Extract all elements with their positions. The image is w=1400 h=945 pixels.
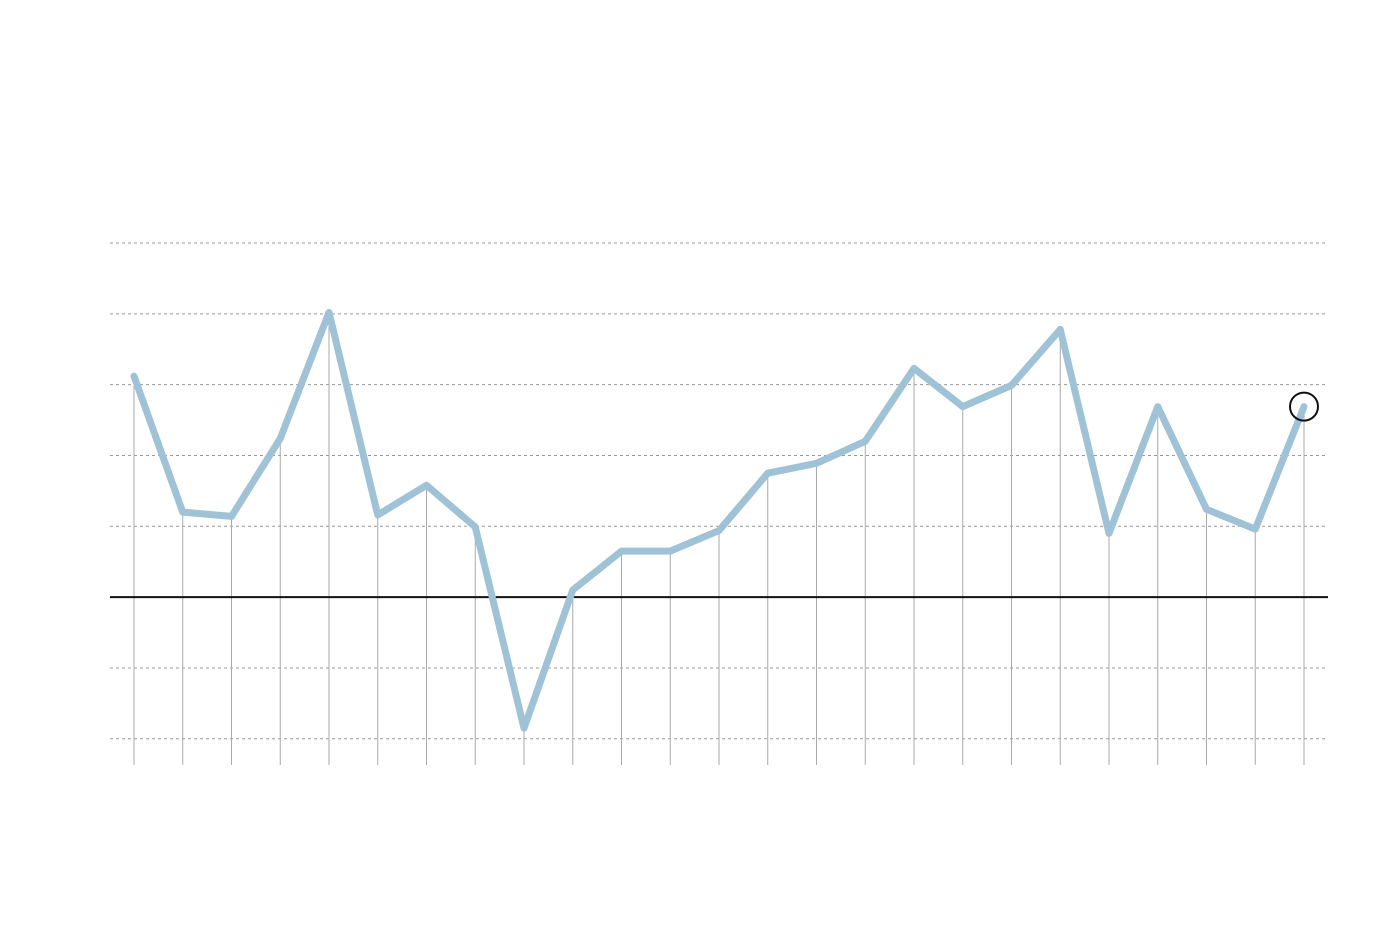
series-line [130, 308, 1308, 732]
highlight-marker [1289, 391, 1319, 422]
